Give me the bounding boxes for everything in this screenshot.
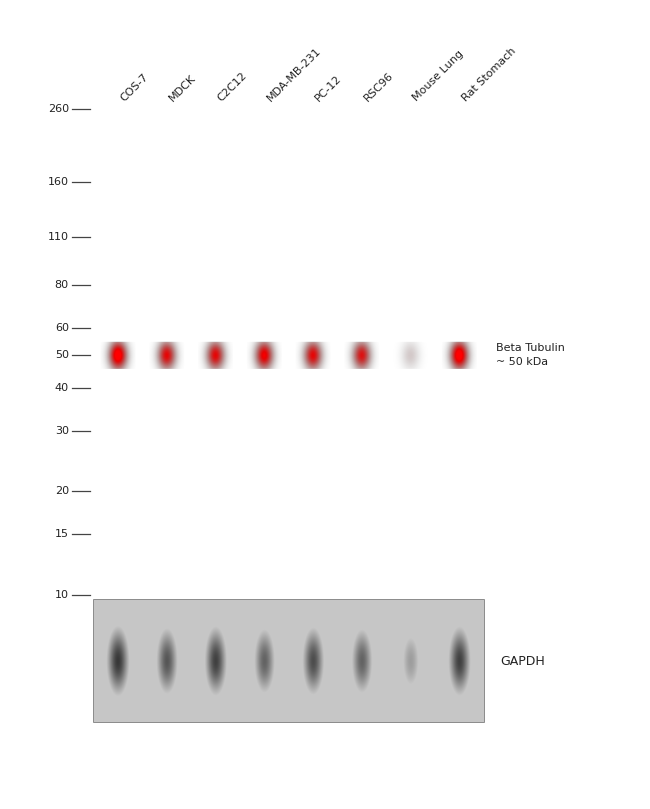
Text: Rat Stomach: Rat Stomach	[460, 45, 517, 103]
Text: GAPDH: GAPDH	[500, 654, 545, 668]
Text: MDA-MB-231: MDA-MB-231	[265, 45, 322, 103]
Text: 10: 10	[55, 590, 69, 599]
Text: Mouse Lung: Mouse Lung	[411, 49, 465, 103]
Text: COS-7: COS-7	[118, 71, 150, 103]
Text: 60: 60	[55, 323, 69, 332]
Text: 260: 260	[47, 104, 69, 114]
Text: 30: 30	[55, 426, 69, 436]
Text: RSC96: RSC96	[363, 70, 395, 103]
Text: 110: 110	[47, 232, 69, 243]
Text: Beta Tubulin
~ 50 kDa: Beta Tubulin ~ 50 kDa	[495, 343, 564, 366]
Text: 20: 20	[55, 486, 69, 497]
Text: 15: 15	[55, 529, 69, 540]
Text: 40: 40	[55, 383, 69, 393]
Text: 160: 160	[47, 176, 69, 187]
Text: C2C12: C2C12	[216, 70, 249, 103]
Text: MDCK: MDCK	[168, 73, 198, 103]
Text: 80: 80	[55, 280, 69, 290]
Text: 50: 50	[55, 349, 69, 360]
Text: PC-12: PC-12	[313, 73, 344, 103]
